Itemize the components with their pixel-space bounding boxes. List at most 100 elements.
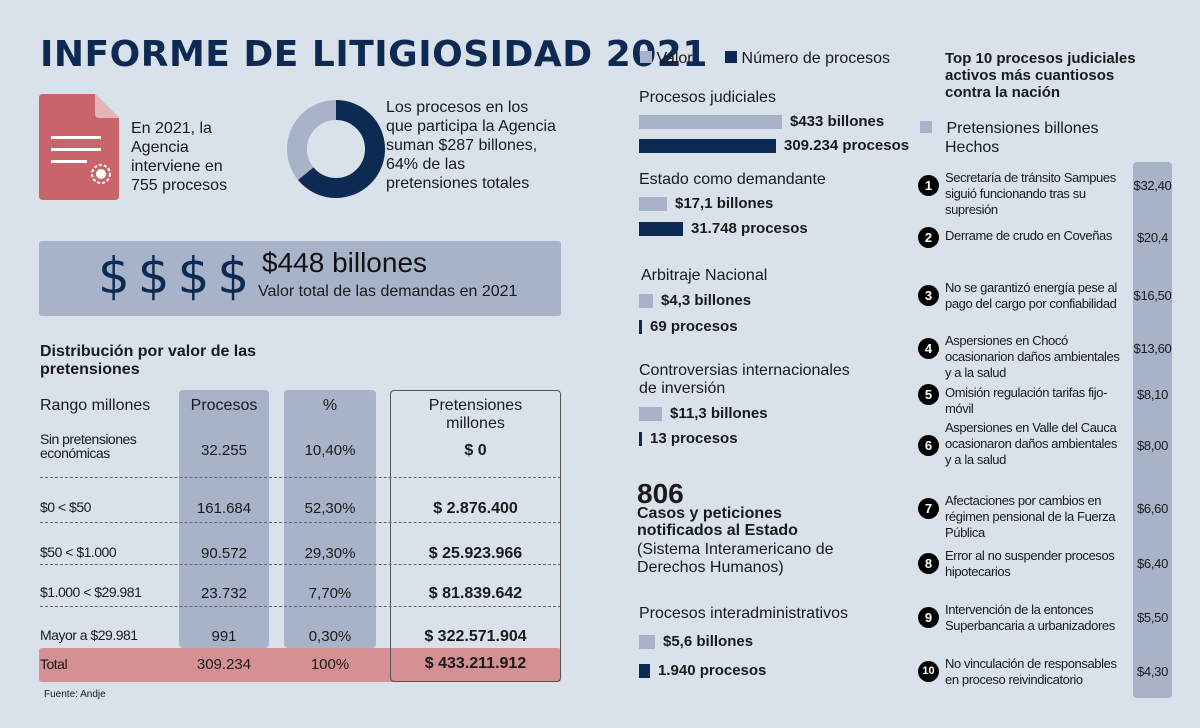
header-rango: Rango millones: [40, 397, 151, 414]
header-pretensiones: Pretensiones millones: [428, 397, 523, 432]
donut-text: Los procesos en los que participa la Age…: [386, 99, 556, 192]
top10-item-text: Omisión regulación tarifas fijo-móvil: [945, 385, 1108, 416]
top10-item-text: No se garantizó energía pese al pago del…: [945, 280, 1117, 311]
top10-number-badge: 7: [918, 498, 939, 519]
top10-item-value: $5,50: [1136, 610, 1169, 625]
row-procesos: 32.255: [201, 442, 247, 459]
top10-legend: Pretensiones billones Hechos: [920, 119, 1099, 157]
donut-chart: [287, 100, 385, 198]
top10-item-value: $20,4: [1136, 230, 1169, 245]
category-label: Procesos judiciales: [639, 89, 776, 106]
row-procesos: 90.572: [201, 545, 247, 562]
distribution-title: Distribución por valor de las pretension…: [40, 343, 257, 378]
top10-item-text: Afectaciones por cambios en régimen pens…: [945, 493, 1116, 540]
row-procesos: 23.732: [201, 585, 247, 602]
header-procesos: Procesos: [190, 397, 258, 414]
top10-item-text: Error al no suspender procesos hipotecar…: [945, 548, 1115, 579]
bar-procesos: [639, 139, 776, 153]
bar-valor: [639, 294, 653, 308]
top10-item-value: $6,40: [1136, 556, 1169, 571]
row-procesos: 161.684: [196, 500, 252, 517]
top10-item-value: $8,00: [1136, 438, 1169, 453]
bar-procesos-label: 31.748 procesos: [691, 220, 808, 237]
row-rango: Sin pretensiones económicas: [40, 431, 137, 461]
total-value-caption: Valor total de las demandas en 2021: [258, 283, 518, 300]
bar-procesos: [639, 664, 650, 678]
top10-number-badge: 10: [918, 661, 939, 682]
row-divider: [40, 606, 561, 607]
procesos-column-bg: [179, 390, 269, 648]
category-label: Controversias internacionales de inversi…: [639, 362, 850, 397]
legend-valor: Valor: [656, 50, 693, 67]
bar-procesos-label: 309.234 procesos: [784, 137, 910, 154]
total-value-box: [39, 241, 561, 316]
document-icon: [39, 94, 119, 200]
bar-valor-label: $5,6 billones: [663, 633, 754, 650]
top10-values-column-bg: [1133, 162, 1172, 698]
row-procesos: 991: [211, 628, 237, 645]
bar-valor-label: $4,3 billones: [661, 292, 752, 309]
top10-number-badge: 9: [918, 607, 939, 628]
header-percent: %: [322, 397, 338, 414]
doc-text: En 2021, la Agencia interviene en 755 pr…: [131, 120, 228, 194]
row-pretensiones: $ 25.923.966: [428, 545, 523, 562]
dollar-icon: $$$$: [98, 247, 258, 305]
page-title: INFORME DE LITIGIOSIDAD 2021: [40, 34, 708, 75]
row-rango: $0 < $50: [40, 499, 91, 515]
row-divider: [40, 522, 561, 523]
bar-procesos: [639, 320, 642, 334]
legend-numero: Número de procesos: [741, 50, 891, 67]
row-pretensiones: $ 0: [464, 442, 487, 459]
row-percent: 29,30%: [304, 545, 356, 562]
category-label: Procesos interadministrativos: [639, 605, 848, 622]
top10-number-badge: 6: [918, 435, 939, 456]
top10-legend-hechos: Hechos: [945, 139, 1000, 156]
cases-title: Casos y peticiones notificados al Estado: [637, 505, 798, 539]
bar-procesos-label: 1.940 procesos: [658, 662, 767, 679]
top10-item-value: $4,30: [1136, 664, 1169, 679]
top10-number-badge: 2: [918, 227, 939, 248]
bar-procesos: [639, 222, 683, 236]
top10-item-text: Aspersiones en Valle del Cauca ocasionar…: [945, 420, 1117, 467]
source: Fuente: Andje: [44, 689, 106, 700]
top10-number-badge: 1: [918, 175, 939, 196]
row-percent: 52,30%: [304, 500, 356, 517]
total-procesos: 309.234: [196, 656, 252, 673]
top10-number-badge: 8: [918, 553, 939, 574]
cases-number: 806: [637, 478, 684, 509]
row-pretensiones: $ 81.839.642: [428, 585, 523, 602]
top10-legend-label: Pretensiones billones: [946, 120, 1099, 137]
top10-item-value: $16,50: [1133, 288, 1172, 303]
top10-item-value: $13,60: [1133, 341, 1172, 356]
bar-valor-label: $11,3 billones: [670, 405, 768, 422]
bar-valor: [639, 115, 782, 129]
row-percent: 7,70%: [308, 585, 352, 602]
top10-legend-swatch: [920, 121, 932, 133]
top10-item-text: Secretaría de tránsito Sampues siguió fu…: [945, 170, 1116, 217]
total-percent: 100%: [310, 656, 350, 673]
row-rango: $1.000 < $29.981: [40, 584, 142, 600]
total-pretensiones: $ 433.211.912: [424, 655, 527, 672]
row-pretensiones: $ 322.571.904: [424, 628, 527, 645]
row-percent: 0,30%: [308, 628, 352, 645]
bar-procesos-label: 69 procesos: [650, 318, 738, 335]
category-label: Estado como demandante: [639, 171, 826, 188]
top10-number-badge: 4: [918, 338, 939, 359]
cases-subtitle: (Sistema Interamericano de Derechos Huma…: [637, 541, 834, 576]
top10-item-value: $8,10: [1136, 387, 1169, 402]
legend-valor-swatch: [640, 51, 652, 63]
row-pretensiones: $ 2.876.400: [433, 500, 518, 517]
row-percent: 10,40%: [304, 442, 356, 459]
top10-title: Top 10 procesos judiciales activos más c…: [945, 50, 1136, 101]
row-divider: [40, 477, 561, 478]
top10-item-text: Derrame de crudo en Coveñas: [945, 228, 1112, 243]
bar-valor-label: $17,1 billones: [675, 195, 774, 212]
top10-item-value: $32,40: [1133, 178, 1172, 193]
legend-numero-swatch: [725, 51, 738, 63]
top10-item-text: Intervención de la entonces Superbancari…: [945, 602, 1115, 633]
bar-valor-label: $433 billones: [790, 113, 885, 130]
total-row-bg: [39, 648, 561, 682]
top10-item-text: No vinculación de responsables en proces…: [945, 656, 1117, 687]
bar-procesos-label: 13 procesos: [650, 430, 738, 447]
pretensiones-column-box: [390, 390, 561, 682]
